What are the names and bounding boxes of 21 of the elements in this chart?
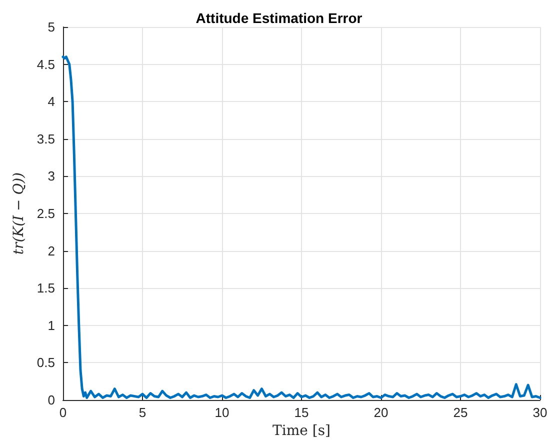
y-tick-label: 0 (48, 392, 55, 408)
chart-title: Attitude Estimation Error (196, 10, 363, 26)
x-tick-label: 30 (532, 405, 548, 420)
y-tick-label: 3.5 (36, 131, 55, 146)
y-tick-label: 4.5 (36, 56, 55, 72)
x-tick-label: 25 (453, 405, 468, 420)
y-tick-label: 5 (48, 20, 55, 34)
x-tick-label: 0 (59, 405, 67, 420)
y-axis-title: tr(K(I − Q)) (11, 172, 28, 255)
y-tick-label: 0.5 (36, 355, 55, 370)
x-tick-label: 10 (214, 405, 230, 420)
y-tick-label: 2.5 (36, 206, 55, 221)
x-tick-label: 5 (138, 405, 146, 420)
y-tick-label: 1 (48, 318, 55, 333)
x-tick-label: 15 (294, 405, 309, 420)
y-tick-label: 4 (48, 94, 55, 110)
x-tick-label: 20 (374, 405, 388, 420)
x-axis-title: Time [s] (272, 422, 330, 439)
y-tick-label: 1.5 (36, 280, 55, 296)
y-tick-label: 2 (48, 243, 55, 258)
y-tick-label: 3 (48, 168, 55, 184)
